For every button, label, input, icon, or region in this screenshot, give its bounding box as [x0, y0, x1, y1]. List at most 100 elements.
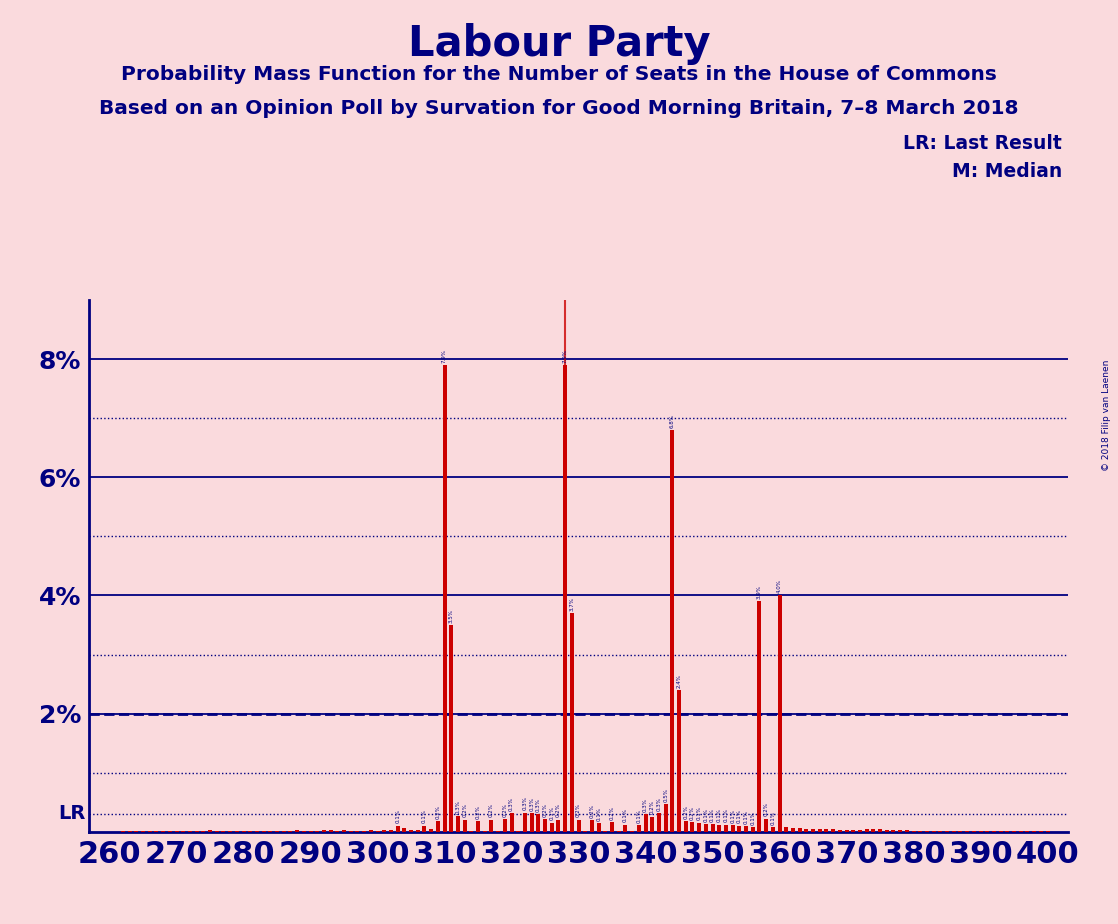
Bar — [851, 831, 855, 832]
Bar — [858, 831, 862, 832]
Bar — [731, 825, 735, 832]
Text: 0.2%: 0.2% — [650, 800, 655, 814]
Bar — [456, 816, 459, 832]
Bar — [423, 826, 426, 832]
Bar — [684, 821, 688, 832]
Text: 4.0%: 4.0% — [777, 579, 783, 593]
Bar — [644, 814, 647, 832]
Text: LR: Last Result: LR: Last Result — [903, 134, 1062, 153]
Bar — [208, 831, 212, 832]
Text: M: Median: M: Median — [951, 162, 1062, 181]
Bar — [476, 821, 480, 832]
Text: 0.1%: 0.1% — [623, 808, 628, 822]
Text: 0.2%: 0.2% — [475, 805, 481, 819]
Bar — [784, 828, 788, 832]
Bar — [503, 820, 506, 832]
Bar — [624, 824, 627, 832]
Bar — [831, 829, 835, 832]
Bar — [871, 829, 875, 832]
Bar — [570, 614, 574, 832]
Bar — [904, 831, 909, 832]
Text: Labour Party: Labour Party — [408, 23, 710, 65]
Bar — [550, 822, 553, 832]
Text: 0.1%: 0.1% — [697, 807, 702, 821]
Bar — [530, 813, 533, 832]
Bar — [490, 820, 493, 832]
Bar — [436, 821, 439, 832]
Bar — [824, 829, 828, 832]
Text: 0.2%: 0.2% — [683, 805, 689, 819]
Bar — [563, 365, 567, 832]
Bar — [724, 824, 728, 832]
Bar — [577, 820, 580, 832]
Bar — [402, 828, 406, 832]
Text: 0.2%: 0.2% — [556, 804, 561, 818]
Bar — [657, 813, 661, 832]
Bar — [396, 826, 399, 832]
Text: 0.2%: 0.2% — [502, 803, 508, 817]
Text: 3.9%: 3.9% — [757, 585, 762, 599]
Bar — [711, 824, 714, 832]
Bar — [637, 825, 641, 832]
Text: 2.4%: 2.4% — [676, 674, 682, 687]
Bar — [704, 824, 708, 832]
Bar — [844, 830, 849, 832]
Bar — [678, 690, 681, 832]
Bar — [837, 830, 842, 832]
Bar — [884, 830, 889, 832]
Text: 0.1%: 0.1% — [723, 808, 729, 822]
Text: 3.7%: 3.7% — [569, 597, 575, 611]
Text: 0.5%: 0.5% — [663, 788, 669, 802]
Bar — [329, 831, 333, 832]
Text: 0.3%: 0.3% — [656, 797, 662, 811]
Text: 0.1%: 0.1% — [549, 807, 555, 821]
Bar — [597, 823, 600, 832]
Text: LR: LR — [59, 805, 86, 823]
Text: 0.2%: 0.2% — [576, 804, 581, 818]
Bar — [878, 829, 882, 832]
Bar — [523, 813, 527, 832]
Bar — [322, 830, 326, 832]
Bar — [790, 828, 795, 832]
Bar — [449, 625, 453, 832]
Bar — [342, 831, 347, 832]
Bar — [811, 829, 815, 832]
Bar — [543, 820, 547, 832]
Bar — [409, 831, 413, 832]
Text: 0.3%: 0.3% — [455, 800, 461, 814]
Bar — [751, 827, 755, 832]
Text: 3.5%: 3.5% — [448, 609, 454, 623]
Bar — [369, 831, 373, 832]
Bar — [295, 831, 300, 832]
Text: 0.3%: 0.3% — [643, 798, 648, 812]
Bar — [817, 829, 822, 832]
Text: 0.1%: 0.1% — [770, 810, 776, 824]
Bar — [429, 829, 433, 832]
Bar — [738, 826, 741, 832]
Text: 0.1%: 0.1% — [743, 810, 749, 824]
Text: Based on an Opinion Poll by Survation for Good Morning Britain, 7–8 March 2018: Based on an Opinion Poll by Survation fo… — [100, 99, 1018, 118]
Bar — [590, 821, 594, 832]
Bar — [718, 824, 721, 832]
Text: 0.1%: 0.1% — [703, 808, 709, 821]
Text: 0.2%: 0.2% — [435, 805, 440, 819]
Bar — [651, 817, 654, 832]
Bar — [510, 813, 513, 832]
Text: 0.3%: 0.3% — [536, 797, 541, 811]
Bar — [698, 822, 701, 832]
Bar — [389, 831, 392, 832]
Text: 0.2%: 0.2% — [609, 806, 615, 820]
Bar — [382, 830, 386, 832]
Text: 0.1%: 0.1% — [737, 809, 742, 823]
Bar — [864, 829, 869, 832]
Bar — [898, 831, 902, 832]
Text: 0.1%: 0.1% — [636, 808, 642, 822]
Bar — [804, 829, 808, 832]
Text: 0.1%: 0.1% — [710, 808, 716, 821]
Bar — [463, 820, 466, 832]
Text: 0.3%: 0.3% — [509, 797, 514, 811]
Text: 6.8%: 6.8% — [670, 414, 675, 428]
Text: 0.1%: 0.1% — [421, 809, 427, 823]
Text: 0.1%: 0.1% — [730, 808, 736, 822]
Text: 0.1%: 0.1% — [717, 808, 722, 822]
